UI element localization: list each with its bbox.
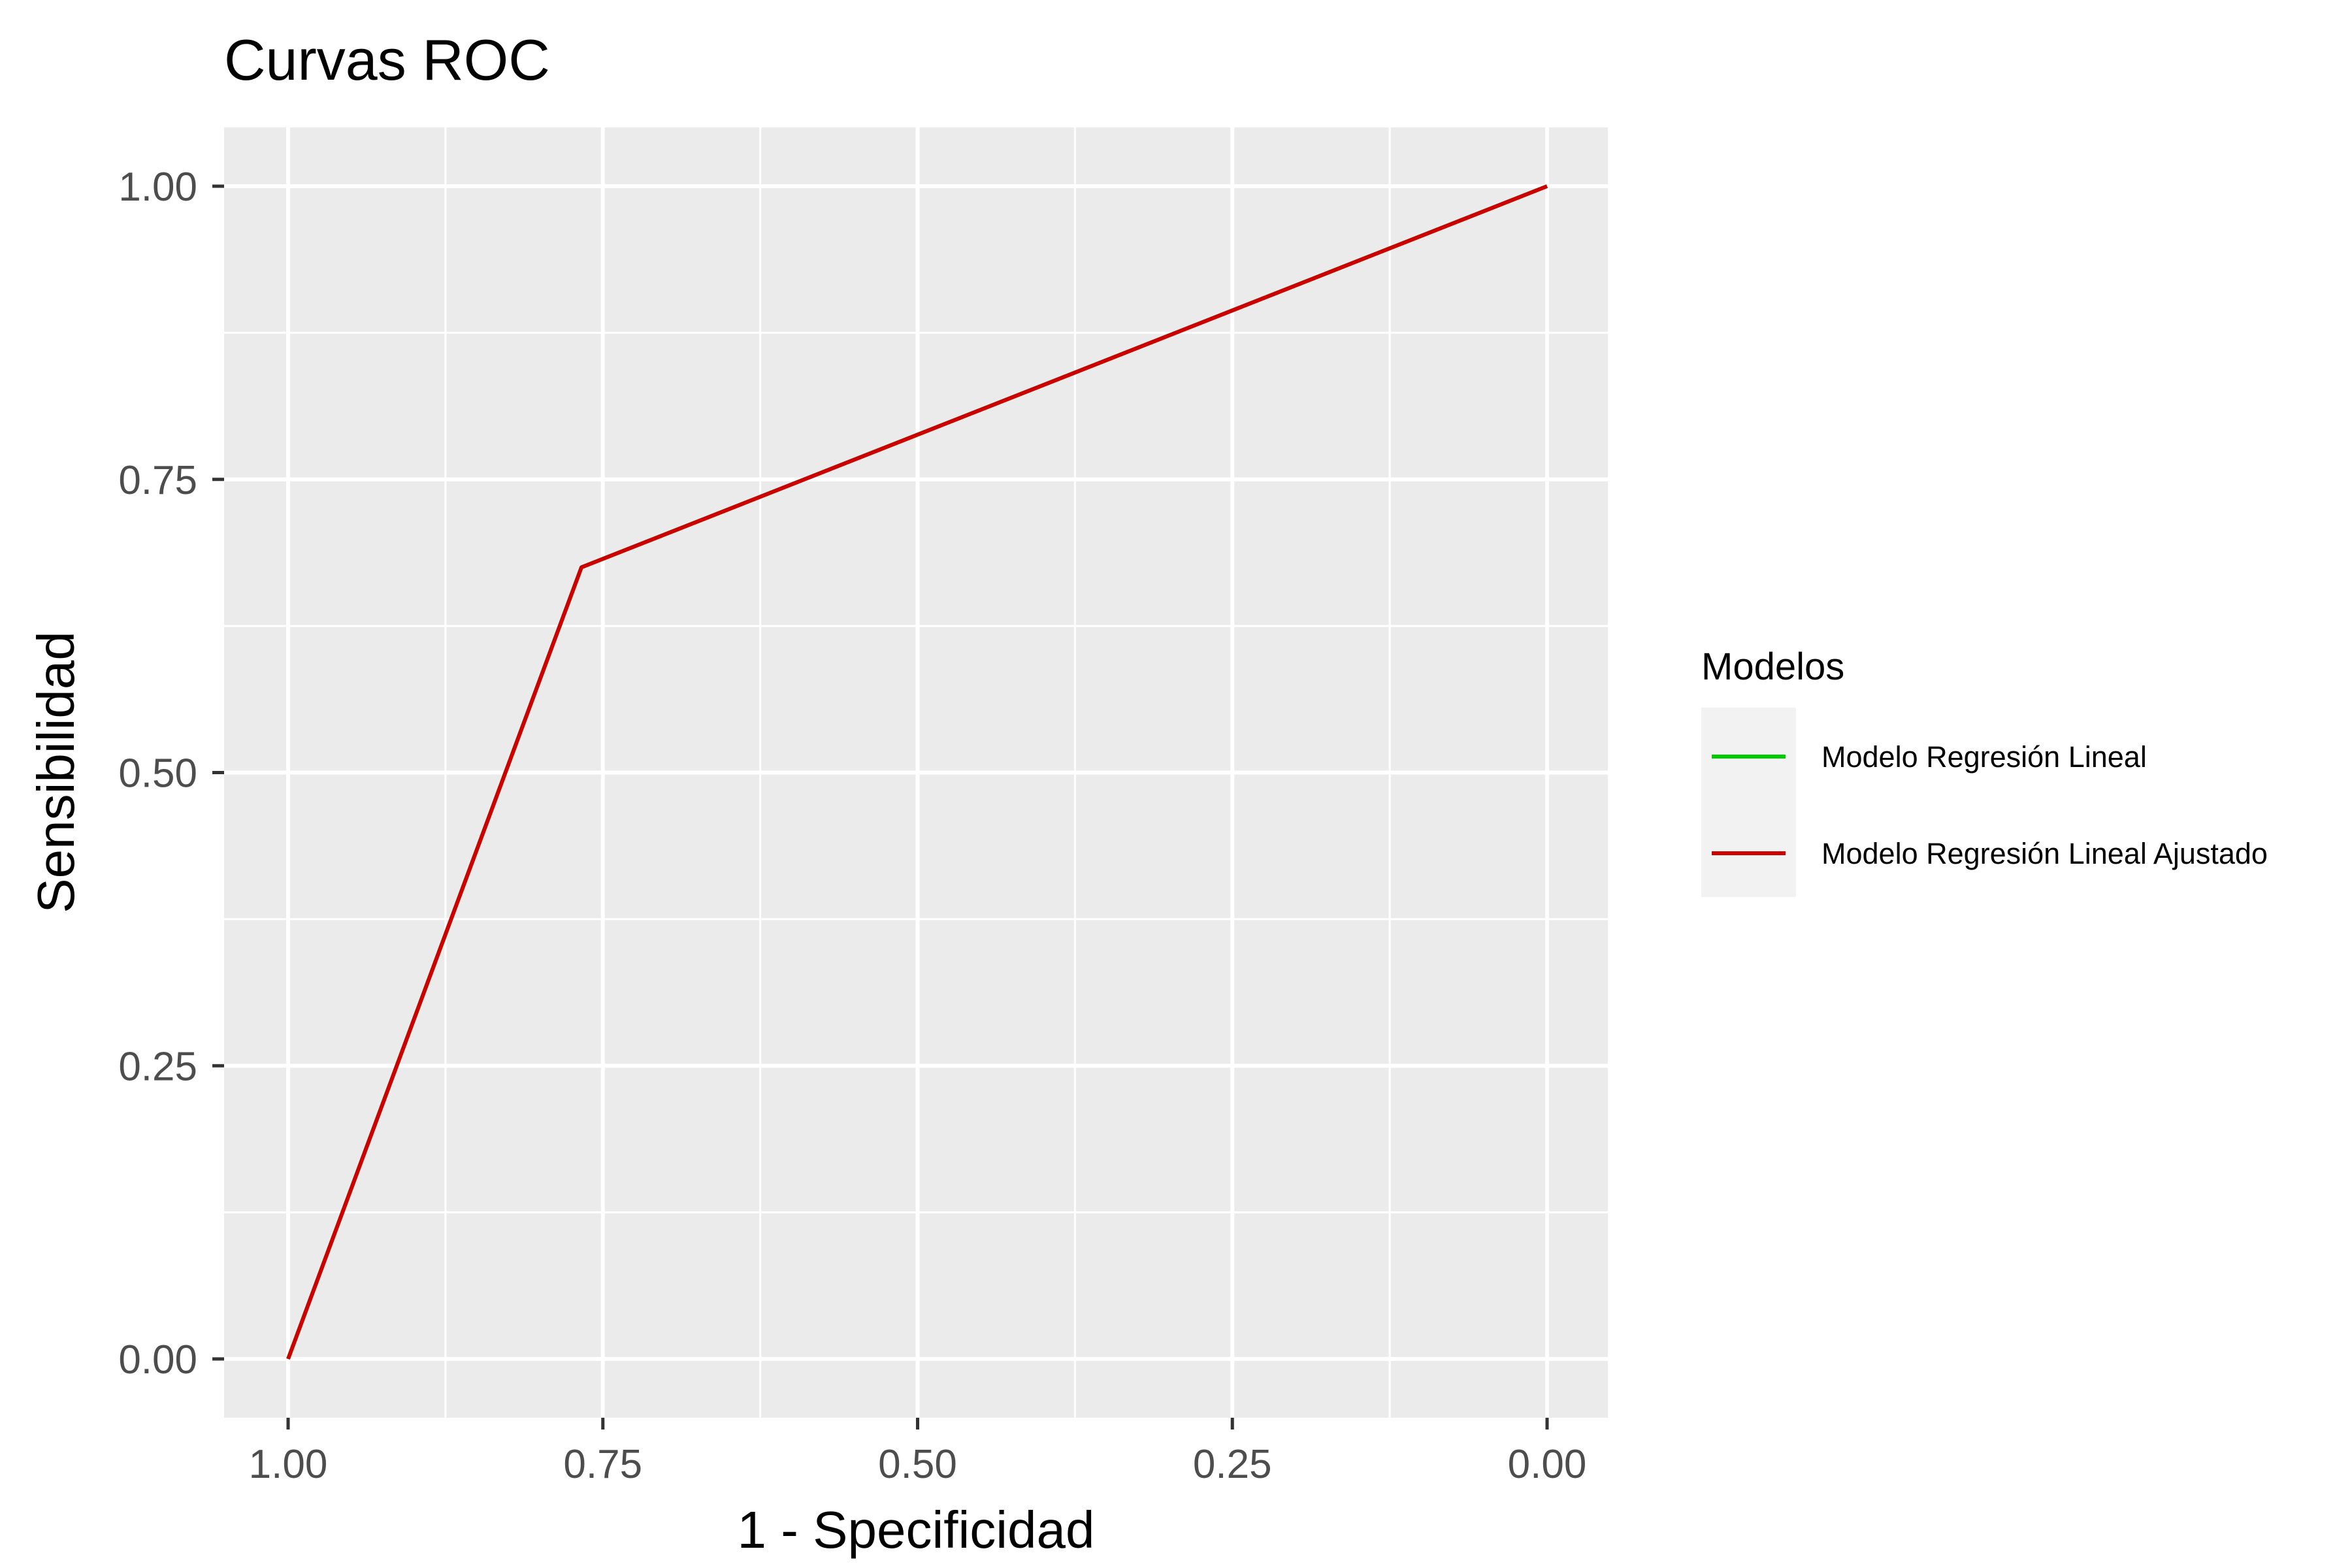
x-tick-label: 0.50 <box>878 1442 957 1487</box>
x-axis-title: 1 - Specificidad <box>738 1501 1095 1559</box>
y-tick-label: 0.75 <box>118 458 197 503</box>
chart-title: Curvas ROC <box>224 27 550 92</box>
x-tick-label: 0.00 <box>1508 1442 1587 1487</box>
major-gridlines <box>224 127 1608 1418</box>
y-tick-label: 0.50 <box>118 751 197 796</box>
y-axis-title: Sensibilidad <box>27 631 85 913</box>
x-tick-labels: 1.00 0.75 0.50 0.25 0.00 <box>249 1442 1587 1487</box>
series-layer <box>286 184 1548 1360</box>
legend-keys-background <box>1701 708 1796 897</box>
y-tick-labels: 0.00 0.25 0.50 0.75 1.00 <box>118 165 197 1382</box>
y-tick-label: 0.25 <box>118 1044 197 1089</box>
y-tick-label: 0.00 <box>118 1337 197 1382</box>
legend-title: Modelos <box>1701 645 1844 688</box>
y-tick-label: 1.00 <box>118 165 197 210</box>
x-tick-label: 0.75 <box>563 1442 642 1487</box>
legend-entry-label: Modelo Regresión Lineal Ajustado <box>1821 837 2268 870</box>
legend-entry-label: Modelo Regresión Lineal <box>1821 740 2147 774</box>
x-tick-label: 0.25 <box>1193 1442 1272 1487</box>
legend-entries: Modelo Regresión Lineal Modelo Regresión … <box>1712 740 2268 870</box>
axis-ticks <box>212 184 1549 1429</box>
x-tick-label: 1.00 <box>249 1442 328 1487</box>
series-line-2 <box>286 184 1548 1360</box>
